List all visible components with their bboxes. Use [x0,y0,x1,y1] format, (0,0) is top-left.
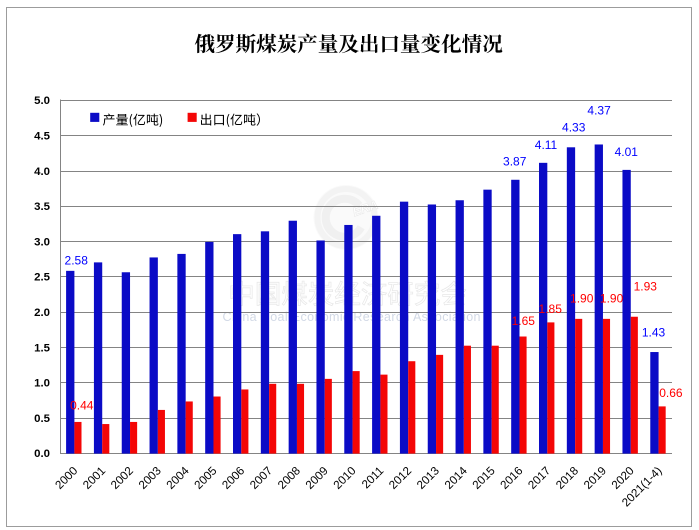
svg-text:4.33: 4.33 [562,121,586,135]
svg-text:3.87: 3.87 [503,155,527,169]
svg-text:1.90: 1.90 [570,292,594,306]
svg-text:2011: 2011 [359,464,386,491]
svg-text:5.0: 5.0 [34,95,50,107]
svg-text:2.58: 2.58 [65,253,89,267]
svg-text:3.5: 3.5 [34,201,50,213]
svg-text:0.66: 0.66 [659,386,683,400]
svg-text:4.37: 4.37 [587,104,611,118]
svg-text:1.90: 1.90 [600,292,624,306]
svg-text:2016: 2016 [498,464,526,492]
svg-text:2010: 2010 [331,464,359,492]
svg-text:2015: 2015 [470,464,498,492]
svg-text:2012: 2012 [387,464,415,492]
svg-text:4.01: 4.01 [615,145,639,159]
svg-text:1.5: 1.5 [34,342,50,354]
svg-text:2003: 2003 [136,464,164,492]
svg-text:2004: 2004 [164,464,192,492]
svg-text:2007: 2007 [247,464,275,492]
svg-text:2002: 2002 [108,464,136,492]
svg-text:2014: 2014 [442,464,470,492]
svg-text:1.43: 1.43 [642,326,666,340]
svg-text:0.0: 0.0 [34,448,50,460]
svg-text:0.5: 0.5 [34,413,50,425]
svg-text:2.0: 2.0 [34,307,50,319]
svg-text:1.0: 1.0 [34,378,50,390]
svg-text:2009: 2009 [303,464,331,492]
svg-text:2005: 2005 [192,464,220,492]
svg-text:2006: 2006 [220,464,248,492]
svg-text:4.11: 4.11 [535,138,558,152]
svg-text:2008: 2008 [275,464,303,492]
svg-text:4.0: 4.0 [34,166,50,178]
svg-text:1.65: 1.65 [512,314,536,328]
svg-text:2017: 2017 [526,464,554,492]
svg-text:3.0: 3.0 [34,236,50,248]
svg-text:2000: 2000 [53,464,81,492]
svg-text:1.85: 1.85 [539,302,563,316]
svg-text:1.93: 1.93 [634,280,658,294]
svg-text:2019: 2019 [581,464,609,492]
svg-text:2.5: 2.5 [34,272,50,284]
svg-text:4.5: 4.5 [34,131,50,143]
svg-text:2013: 2013 [414,464,442,492]
svg-text:0.44: 0.44 [70,398,94,412]
svg-text:2018: 2018 [553,464,581,492]
svg-text:2001: 2001 [81,464,109,492]
